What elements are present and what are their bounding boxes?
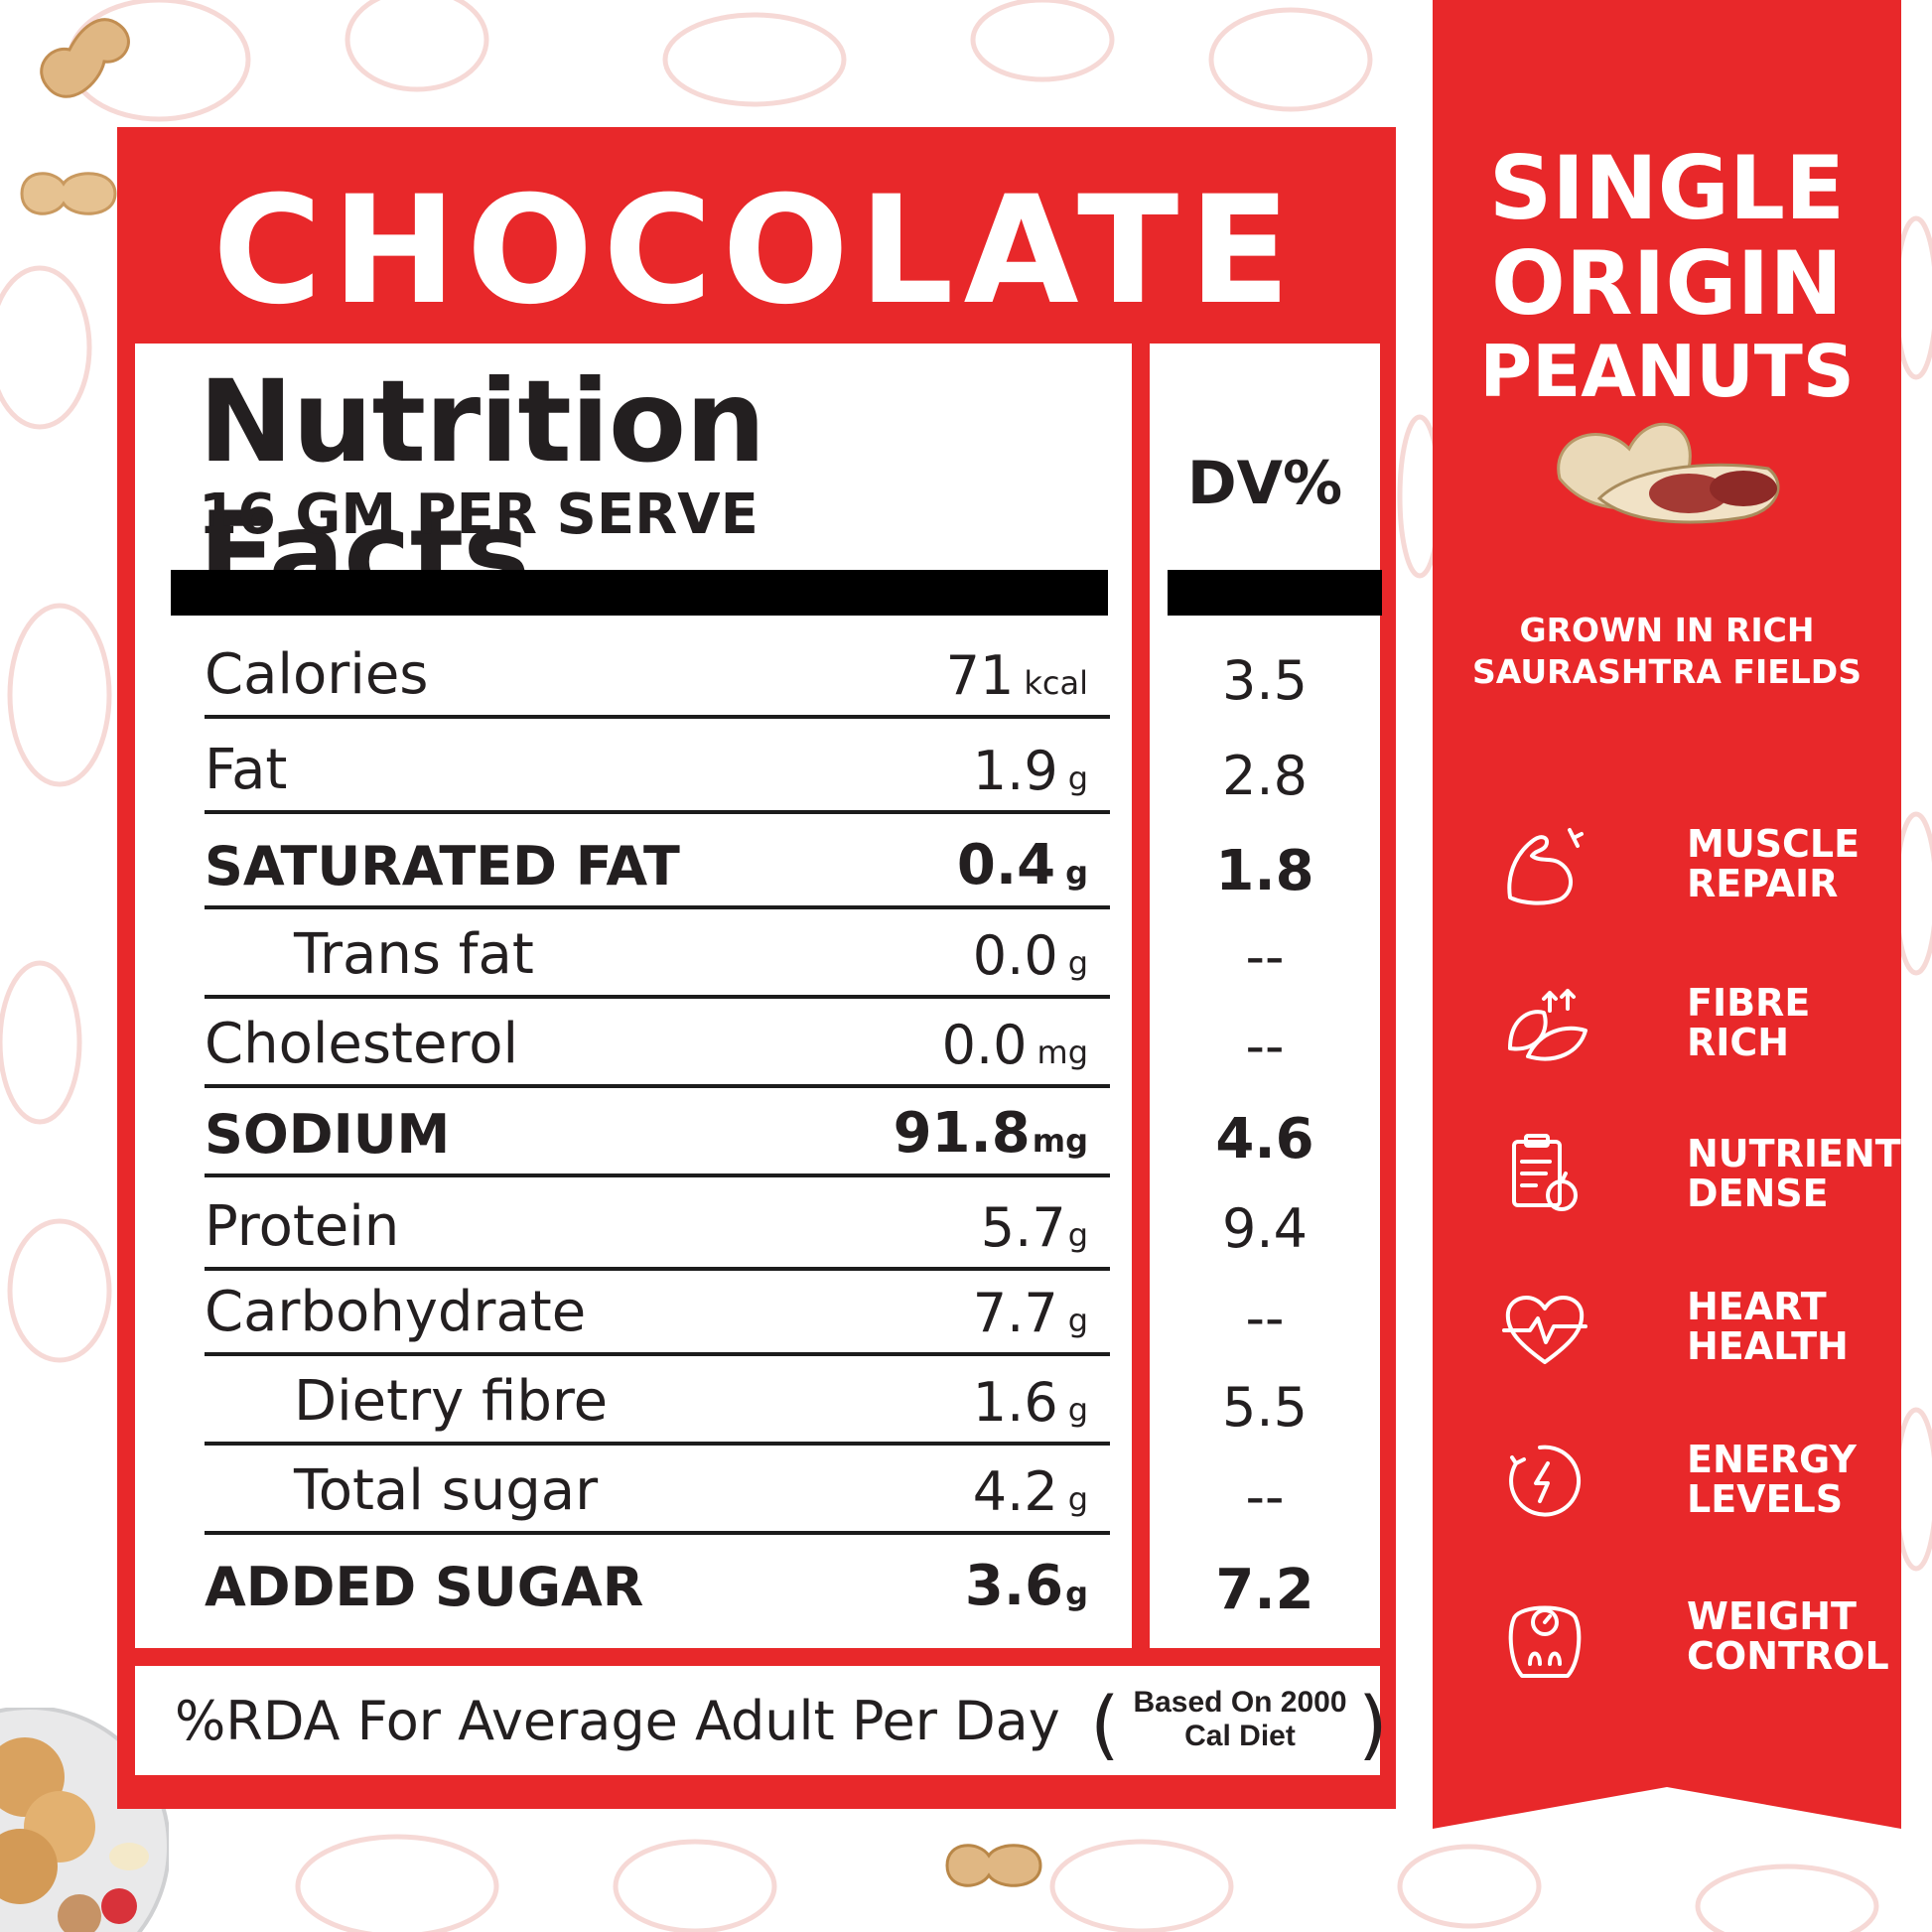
benefit-label: FIBRE RICH: [1687, 981, 1811, 1064]
table-row: Total sugar 4.2 g: [205, 1458, 1110, 1535]
nutrient-label: Protein: [205, 1194, 400, 1259]
rda-paren-close: ): [1358, 1680, 1388, 1768]
table-row: Trans fat 0.0 g: [205, 922, 1110, 999]
dv-value: --: [1245, 1465, 1285, 1528]
nutrient-amount: 0.0 g: [972, 924, 1088, 987]
table-row: Protein 5.7g: [205, 1194, 1110, 1271]
nutrient-amount: 91.8mg: [893, 1101, 1088, 1166]
rda-paren-open: (: [1090, 1680, 1120, 1768]
peanut-image: [1557, 422, 1780, 524]
dv-value: --: [1245, 1015, 1285, 1077]
divider-bar: [1168, 570, 1382, 616]
table-row: SATURATED FAT 0.4 g: [205, 833, 1110, 909]
nutrient-amount: 4.2 g: [972, 1460, 1088, 1523]
peanut-image: [20, 172, 117, 215]
nutrient-amount: 71 kcal: [945, 644, 1088, 707]
rda-diet-note: Based On 2000 Cal Diet: [1133, 1686, 1347, 1752]
nutrient-label: ADDED SUGAR: [205, 1556, 644, 1618]
peanut-image: [945, 1844, 1042, 1887]
nutrient-label: Calories: [205, 642, 429, 707]
dv-value: 3.5: [1222, 649, 1308, 712]
benefit-label: MUSCLE REPAIR: [1687, 822, 1861, 905]
divider-bar: [171, 570, 1108, 616]
nutrient-label: Cholesterol: [205, 1012, 519, 1076]
dv-value: --: [1245, 1287, 1285, 1349]
rda-footnote: %RDA For Average Adult Per Day ( Based O…: [135, 1666, 1388, 1775]
nutrient-label: Dietry fibre: [294, 1369, 609, 1434]
energy-bolt-icon: [1509, 1445, 1582, 1517]
nutrient-label: Carbohydrate: [205, 1280, 587, 1344]
ribbon-title-line1: SINGLE: [1488, 137, 1846, 239]
nutrient-amount: 5.7g: [980, 1196, 1088, 1259]
nutrient-label: SODIUM: [205, 1103, 451, 1166]
dv-value: 1.8: [1215, 839, 1314, 903]
serving-size: 16 GM PER SERVE: [199, 483, 759, 547]
benefit-item: NUTRIENT DENSE: [1500, 1130, 1901, 1219]
table-row: Fat 1.9 g: [205, 738, 1110, 814]
ribbon-title-line3: PEANUTS: [1479, 330, 1855, 413]
nutrient-label: Fat: [205, 738, 288, 802]
ribbon-shape: [1433, 0, 1901, 1829]
nutrition-panel: CHOCOLATE Nutrition Facts 16 GM PER SERV…: [117, 127, 1396, 1809]
fibre-leaf-icon: [1508, 989, 1587, 1061]
table-row: Calories 71 kcal: [205, 642, 1110, 719]
nutrient-label: SATURATED FAT: [205, 835, 680, 897]
nutrient-amount: 7.7 g: [972, 1282, 1088, 1344]
table-row: Carbohydrate 7.7 g: [205, 1280, 1110, 1356]
clipboard-apple-icon: [1512, 1134, 1578, 1211]
benefit-item: MUSCLE REPAIR: [1500, 820, 1877, 909]
table-row: Dietry fibre 1.6 g: [205, 1369, 1110, 1446]
benefit-label: ENERGY LEVELS: [1687, 1438, 1857, 1521]
dv-value: 9.4: [1222, 1197, 1308, 1260]
nutrient-amount: 3.6g: [964, 1554, 1088, 1618]
benefits-ribbon: SINGLE ORIGIN PEANUTS GROWN IN RICH SAUR…: [1433, 0, 1901, 1932]
dv-value: 7.2: [1215, 1558, 1314, 1622]
flavor-title: CHOCOLATE: [212, 165, 1301, 338]
nutrient-amount: 0.0 mg: [941, 1014, 1088, 1076]
benefit-label: NUTRIENT DENSE: [1687, 1132, 1901, 1215]
dv-value: --: [1245, 925, 1285, 988]
dv-value: 5.5: [1222, 1376, 1308, 1439]
heart-pulse-icon: [1502, 1296, 1587, 1364]
weight-scale-icon: [1508, 1605, 1582, 1678]
dv-value: 4.6: [1215, 1107, 1314, 1172]
benefit-label: WEIGHT CONTROL: [1687, 1594, 1889, 1678]
dv-header: DV%: [1186, 449, 1343, 518]
nutrient-label: Trans fat: [294, 922, 534, 987]
nutrient-label: Total sugar: [294, 1458, 599, 1523]
table-row: SODIUM 91.8mg: [205, 1101, 1110, 1177]
benefit-item: ENERGY LEVELS: [1500, 1436, 1877, 1525]
nutrition-table: Nutrition Facts 16 GM PER SERVE Calories…: [135, 344, 1132, 1648]
column-separator: [1132, 344, 1150, 1648]
benefit-label: HEART HEALTH: [1687, 1285, 1849, 1368]
table-row: Cholesterol 0.0 mg: [205, 1012, 1110, 1088]
benefit-item: WEIGHT CONTROL: [1500, 1592, 1889, 1682]
daily-value-column: DV% 3.5 2.8 1.8 -- -- 4.6 9.4 -- 5.5 -- …: [1150, 344, 1382, 1648]
dv-value: 2.8: [1222, 745, 1308, 807]
peanut-image: [40, 18, 130, 98]
benefit-item: FIBRE RICH: [1500, 979, 1877, 1068]
rda-text: %RDA For Average Adult Per Day: [175, 1690, 1060, 1752]
nutrient-amount: 1.6 g: [972, 1371, 1088, 1434]
ribbon-title-line2: ORIGIN: [1491, 232, 1843, 335]
table-row: ADDED SUGAR 3.6g: [205, 1551, 1110, 1626]
muscle-icon: [1507, 828, 1584, 905]
origin-subtitle: GROWN IN RICH SAURASHTRA FIELDS: [1472, 611, 1862, 691]
nutrient-amount: 1.9 g: [972, 740, 1088, 802]
benefit-item: HEART HEALTH: [1500, 1283, 1877, 1372]
nutrient-amount: 0.4 g: [956, 833, 1088, 897]
